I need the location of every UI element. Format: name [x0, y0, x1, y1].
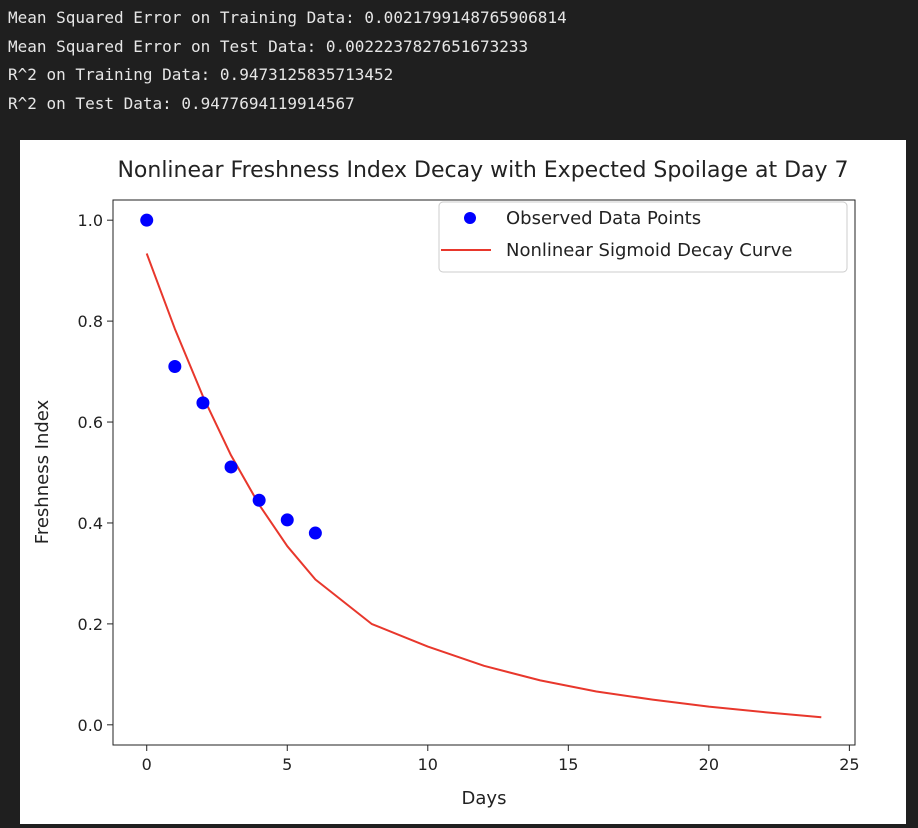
observed-data-point	[196, 396, 210, 410]
x-tick-label: 5	[282, 755, 292, 774]
x-tick-label: 25	[839, 755, 859, 774]
legend-scatter-marker	[464, 212, 476, 224]
y-tick-label: 0.0	[78, 716, 103, 735]
r2-train-line: R^2 on Training Data: 0.9473125835713452	[8, 65, 394, 85]
x-tick-label: 20	[699, 755, 719, 774]
legend-box	[438, 201, 848, 273]
observed-data-point	[168, 360, 182, 374]
chart-figure: Nonlinear Freshness Index Decay with Exp…	[20, 140, 906, 824]
chart-title: Nonlinear Freshness Index Decay with Exp…	[117, 158, 848, 183]
y-tick-label: 1.0	[78, 211, 103, 230]
legend-label-curve: Nonlinear Sigmoid Decay Curve	[506, 240, 792, 261]
y-axis-label: Freshness Index	[32, 399, 53, 544]
observed-data-point	[252, 493, 266, 507]
observed-data-point	[224, 460, 238, 474]
legend-label-observed: Observed Data Points	[506, 208, 701, 229]
x-tick-label: 0	[142, 755, 152, 774]
observed-data-point	[308, 526, 322, 540]
freshness-chart: Nonlinear Freshness Index Decay with Exp…	[32, 158, 860, 809]
x-tick-label: 10	[418, 755, 438, 774]
observed-data-point	[140, 213, 154, 227]
x-axis-label: Days	[462, 788, 507, 809]
y-tick-label: 0.8	[78, 312, 103, 331]
x-tick-label: 15	[558, 755, 578, 774]
console-output: Mean Squared Error on Training Data: 0.0…	[8, 4, 567, 118]
legend: Observed Data Points Nonlinear Sigmoid D…	[438, 201, 848, 273]
y-tick-label: 0.6	[78, 413, 103, 432]
plot-frame	[112, 199, 856, 746]
decay-curve-line	[145, 253, 822, 719]
y-tick-label: 0.4	[78, 514, 103, 533]
mse-train-line: Mean Squared Error on Training Data: 0.0…	[8, 8, 567, 27]
y-tick-label: 0.2	[78, 615, 103, 634]
mse-test-line: Mean Squared Error on Test Data: 0.00222…	[8, 36, 529, 56]
observed-data-point	[280, 513, 294, 527]
r2-test-line: R^2 on Test Data: 0.9477694119914567	[8, 93, 355, 113]
